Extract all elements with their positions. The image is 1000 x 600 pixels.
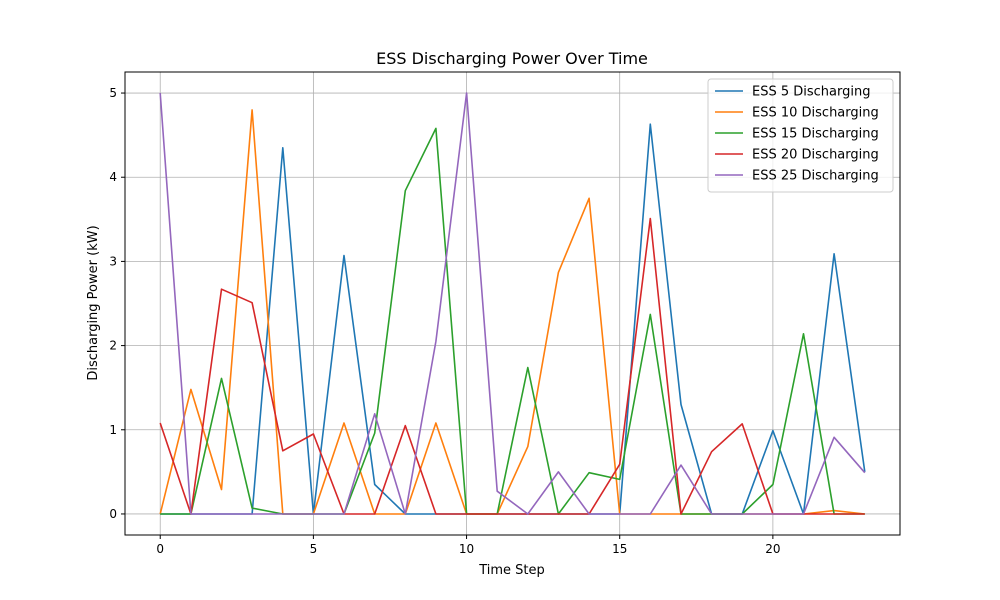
legend-box (707, 78, 894, 193)
legend-entry: ESS 5 Discharging (752, 85, 870, 100)
legend: ESS 5 Discharging ESS 10 Discharging ESS 1… (707, 78, 894, 193)
y-tick-label: 1 (109, 423, 117, 437)
y-tick-label: 5 (109, 86, 117, 100)
y-axis-label: Discharging Power (kW) (86, 225, 101, 380)
x-axis-label: Time Step (478, 563, 545, 578)
legend-entry: ESS 15 Discharging (752, 127, 879, 142)
plot-area-frame (124, 71, 901, 536)
legend-entry: ESS 20 Discharging (752, 148, 879, 163)
x-tick-label: 0 (156, 542, 164, 556)
y-tick-label: 2 (109, 339, 117, 353)
series-lines (159, 92, 866, 515)
y-tick-label: 3 (109, 254, 117, 268)
x-tick-label: 10 (459, 542, 474, 556)
legend-entry: ESS 10 Discharging (752, 106, 879, 121)
series-line-4 (159, 217, 865, 515)
series-line-5 (159, 92, 866, 515)
series-line-3 (160, 127, 865, 515)
y-tick-label: 0 (109, 507, 117, 521)
x-axis-ticks: 0 5 10 15 20 (156, 535, 781, 556)
chart-title: ESS Discharging Power Over Time (376, 49, 648, 68)
legend-entry: ESS 25 Discharging (752, 169, 879, 184)
y-tick-label: 4 (109, 170, 117, 184)
x-tick-label: 15 (612, 542, 627, 556)
y-axis-ticks: 0 1 2 3 4 5 (109, 86, 125, 521)
x-tick-label: 5 (310, 542, 318, 556)
x-tick-label: 20 (765, 542, 780, 556)
